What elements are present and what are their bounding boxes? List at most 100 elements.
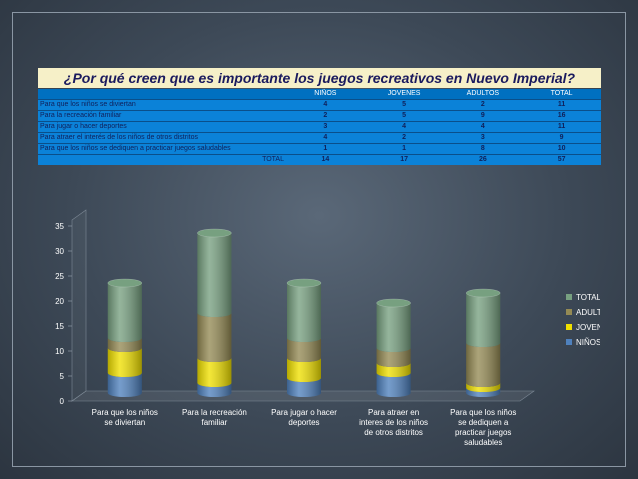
bar-segment-shading: [376, 348, 411, 367]
table-cell: 4: [286, 99, 365, 111]
x-tick-label: Para atraer en: [368, 408, 419, 417]
x-tick-label: familiar: [202, 418, 228, 427]
y-tick-label: 5: [60, 372, 65, 381]
bar-segment-shading: [197, 313, 232, 362]
y-tick-label: 35: [55, 222, 64, 231]
bar-segment-shading: [287, 338, 321, 362]
table-cell: 17: [364, 154, 444, 165]
legend-label: ADULTOS: [576, 308, 600, 317]
slide-frame: [12, 12, 626, 467]
bar-segment-shading: [107, 338, 142, 352]
table-cell: Para la recreación familiar: [38, 110, 286, 122]
bar-segment-shading: [197, 233, 232, 317]
table-cell: 3: [443, 132, 523, 144]
x-tick-label: de otros distritos: [364, 428, 423, 437]
x-tick-label: se dediquen a: [458, 418, 509, 427]
table-cell: Para atraer el interés de los niños de o…: [38, 132, 286, 144]
bar-segment-shading: [287, 378, 321, 397]
legend-label: TOTAL: [576, 293, 600, 302]
table-header: [38, 89, 286, 100]
bar-segment-shading: [466, 388, 501, 397]
y-tick-label: 10: [55, 347, 64, 356]
table-row: Para que los niños se dediquen a practic…: [38, 143, 601, 155]
y-tick-label: 30: [55, 247, 64, 256]
x-tick-label: Para que los niños: [92, 408, 158, 417]
bar-segment-shading: [376, 363, 411, 377]
table-cell: 9: [443, 110, 523, 122]
x-tick-label: Para que los niños: [450, 408, 516, 417]
table-header: ADULTOS: [443, 89, 523, 100]
legend-swatch: [566, 309, 572, 315]
table-cell: 2: [443, 99, 523, 111]
y-tick-label: 15: [55, 322, 64, 331]
bar-segment-shading: [466, 383, 501, 392]
table-cell: 57: [522, 154, 601, 165]
table-header: JOVENES: [364, 89, 444, 100]
bars: [107, 228, 501, 397]
table-row: Para que los niños se diviertan 4 5 2 11: [38, 99, 601, 111]
bar-segment-shading: [287, 358, 321, 382]
bar-segment-shading: [287, 283, 321, 342]
bar-segment-shading: [107, 348, 142, 377]
table-cell: 9: [522, 132, 601, 144]
x-tick-label: Para jugar o hacer: [271, 408, 337, 417]
bar-top-cap: [107, 278, 143, 288]
table-cell: 2: [286, 110, 365, 122]
table-row: Para jugar o hacer deportes 3 4 4 11: [38, 121, 601, 133]
table-cell: 1: [364, 143, 444, 155]
legend-label: JOVENES: [576, 323, 600, 332]
bar-top-cap: [197, 228, 232, 238]
x-tick-label: Para la recreación: [182, 408, 247, 417]
legend-swatch: [566, 324, 572, 330]
bar-segment-shading: [466, 293, 501, 347]
x-tick-label: deportes: [288, 418, 319, 427]
legend-swatch: [566, 294, 572, 300]
table-header-row: NIÑOS JOVENES ADULTOS TOTAL: [38, 89, 601, 100]
bar-segment-shading: [376, 303, 411, 352]
data-table: NIÑOS JOVENES ADULTOS TOTAL Para que los…: [38, 89, 601, 165]
table-cell: 11: [522, 99, 601, 111]
bar-segment-shading: [466, 343, 501, 387]
table-row: Para la recreación familiar 2 5 9 16: [38, 110, 601, 122]
x-tick-label: interes de los niños: [359, 418, 428, 427]
y-tick-label: 25: [55, 272, 64, 281]
table-cell: 5: [364, 99, 444, 111]
y-axis: 0 5 10 15 20 25 30 35: [55, 222, 72, 406]
table-cell: 5: [364, 110, 444, 122]
table-cell: 8: [443, 143, 523, 155]
table-cell: 4: [443, 121, 523, 133]
table-cell: TOTAL: [38, 154, 286, 165]
legend-swatch: [566, 339, 572, 345]
table-cell: 1: [286, 143, 365, 155]
x-tick-label: practicar juegos: [455, 428, 511, 437]
x-tick-label: saludables: [464, 438, 502, 447]
y-tick-label: 20: [55, 297, 64, 306]
bar-top-cap: [376, 298, 411, 308]
bar-segment-shading: [376, 373, 411, 397]
bar-segment-shading: [107, 283, 142, 342]
x-tick-label: se diviertan: [104, 418, 145, 427]
table-cell: Para que los niños se diviertan: [38, 99, 286, 111]
bar-segment-shading: [107, 373, 142, 397]
table-cell: 14: [286, 154, 365, 165]
table-cell: Para que los niños se dediquen a practic…: [38, 143, 286, 155]
bar-top-cap: [286, 278, 322, 288]
table-cell: 2: [364, 132, 444, 144]
table-cell: 16: [522, 110, 601, 122]
bar-segment-shading: [197, 358, 232, 387]
table-cell: 26: [443, 154, 523, 165]
table-cell: 4: [364, 121, 444, 133]
y-tick-label: 0: [60, 397, 65, 406]
table-cell: 4: [286, 132, 365, 144]
table-row: Para atraer el interés de los niños de o…: [38, 132, 601, 144]
table-header: NIÑOS: [286, 89, 365, 100]
table-cell: 3: [286, 121, 365, 133]
chart-side-wall: [71, 209, 87, 402]
legend-label: NIÑOS: [576, 338, 600, 347]
slide-title: ¿Por qué creen que es importante los jue…: [38, 68, 601, 88]
table-total-row: TOTAL 14 17 26 57: [38, 154, 601, 165]
table-cell: Para jugar o hacer deportes: [38, 121, 286, 133]
